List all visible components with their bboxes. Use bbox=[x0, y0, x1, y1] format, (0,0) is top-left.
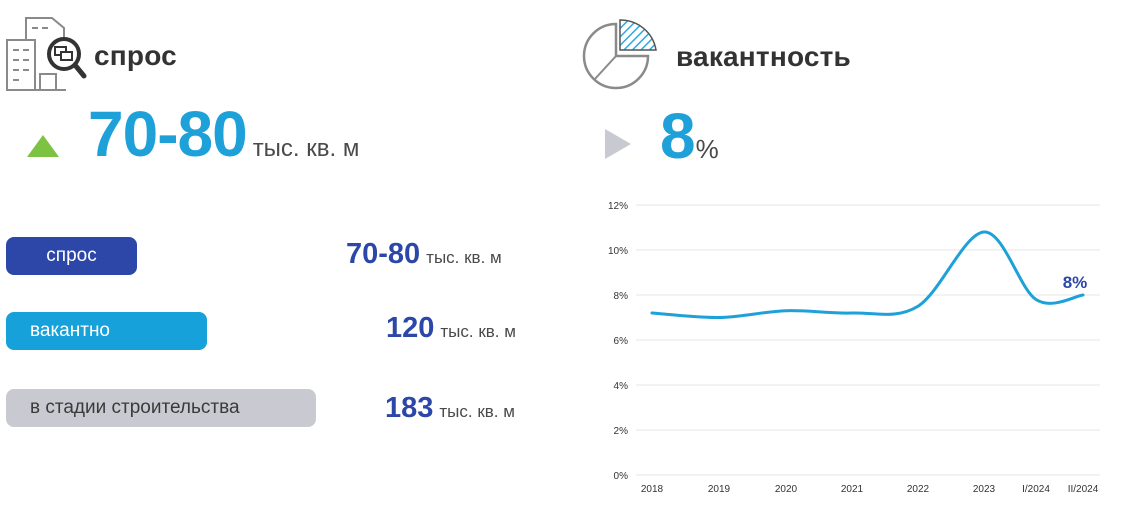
x-tick-label: 2019 bbox=[708, 484, 731, 495]
x-tick-label: 2022 bbox=[907, 484, 930, 495]
vacancy-unit: % bbox=[695, 134, 719, 164]
y-tick-label: 8% bbox=[614, 291, 629, 302]
x-tick-label: 2021 bbox=[841, 484, 864, 495]
x-tick-label: I/2024 bbox=[1022, 484, 1050, 495]
series-line bbox=[650, 230, 1085, 320]
vacancy-line-chart: 0% 2% 4% 6% 8% 10% 12% 2018 2019 2020 2021 2022 2023… bbox=[608, 201, 1100, 495]
stat-value-construction: 183 bbox=[385, 392, 434, 424]
x-tick-label: 2018 bbox=[641, 484, 664, 495]
y-tick-label: 6% bbox=[614, 336, 629, 347]
stat-label-vacant: вакантно bbox=[6, 312, 207, 350]
stat-unit-construction: тыс. кв. м bbox=[439, 402, 515, 421]
demand-title: спрос bbox=[94, 40, 177, 71]
demand-unit: тыс. кв. м bbox=[252, 135, 360, 162]
demand-value: 70-80 bbox=[88, 98, 248, 170]
stat-label-demand: спрос bbox=[6, 237, 137, 275]
stat-value-demand: 70-80 bbox=[346, 238, 421, 270]
x-tick-label: II/2024 bbox=[1068, 484, 1099, 495]
x-tick-label: 2020 bbox=[775, 484, 798, 495]
pie-chart-icon bbox=[582, 19, 657, 90]
stat-label-construction: в стадии строительства bbox=[6, 389, 316, 427]
y-tick-label: 12% bbox=[608, 201, 628, 212]
y-tick-label: 4% bbox=[614, 381, 629, 392]
vacancy-title: вакантность bbox=[676, 41, 851, 72]
stat-unit-vacant: тыс. кв. м bbox=[440, 322, 516, 341]
stat-unit-demand: тыс. кв. м bbox=[426, 248, 502, 267]
stat-value-vacant: 120 bbox=[386, 312, 435, 344]
y-tick-label: 10% bbox=[608, 246, 628, 257]
trend-up-icon bbox=[27, 135, 59, 157]
trend-flat-icon bbox=[605, 129, 631, 159]
y-tick-label: 0% bbox=[614, 471, 629, 482]
x-tick-label: 2023 bbox=[973, 484, 996, 495]
building-search-icon bbox=[6, 17, 87, 91]
y-tick-label: 2% bbox=[614, 426, 629, 437]
vacancy-value: 8 bbox=[660, 100, 696, 172]
data-label: 8% bbox=[1063, 273, 1088, 292]
